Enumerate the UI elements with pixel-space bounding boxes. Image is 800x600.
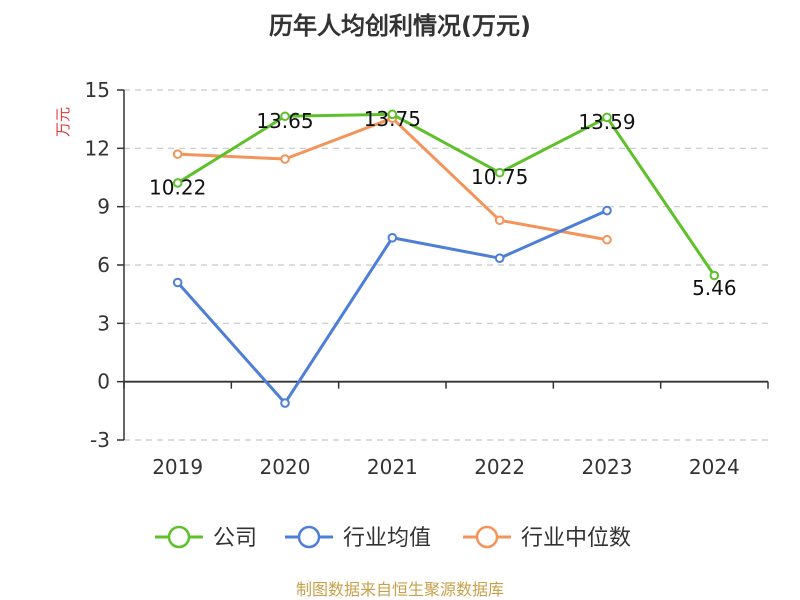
data-point xyxy=(494,215,505,226)
y-tick-label: 6 xyxy=(97,253,110,277)
data-label: 10.75 xyxy=(471,165,528,189)
x-tick-label: 2023 xyxy=(582,455,633,479)
data-point xyxy=(172,277,183,288)
data-label: 13.75 xyxy=(364,107,421,131)
data-point xyxy=(172,178,183,188)
legend-swatch-marker xyxy=(297,525,321,549)
data-point xyxy=(280,111,290,122)
data-label: 5.46 xyxy=(692,276,737,300)
y-tick-label: 0 xyxy=(97,370,110,394)
legend-label: 行业中位数 xyxy=(521,526,631,551)
series-line xyxy=(176,112,716,277)
data-label: 10.22 xyxy=(149,175,206,199)
series-line xyxy=(177,116,608,242)
y-axis-label: 万元 xyxy=(54,107,72,137)
y-tick-label: -3 xyxy=(90,428,110,452)
data-point xyxy=(709,270,720,281)
y-tick-label: 3 xyxy=(97,311,110,335)
data-label: 13.65 xyxy=(256,109,313,133)
data-labels: 10.22 13.65 13.75 10.75 13.59 5.46 xyxy=(149,107,737,300)
data-point xyxy=(494,253,505,263)
legend: 公司 行业均值 行业中位数 xyxy=(155,525,631,551)
y-tick-label: 15 xyxy=(85,78,110,102)
legend-swatch-marker xyxy=(167,525,191,549)
data-point xyxy=(280,154,290,164)
data-point xyxy=(172,149,183,159)
data-point xyxy=(494,167,505,178)
data-point xyxy=(387,232,398,243)
legend-swatch-marker xyxy=(475,525,499,549)
x-tick-label: 2021 xyxy=(367,455,418,479)
data-label: 13.59 xyxy=(578,110,635,134)
source-note: 制图数据来自恒生聚源数据库 xyxy=(296,580,504,599)
chart-title: 历年人均创利情况(万元) xyxy=(269,12,531,40)
axes: -3 0 3 6 9 12 15 2019 2020 2021 2022 2023 2024 xyxy=(85,78,769,479)
legend-label: 行业均值 xyxy=(343,526,431,551)
data-point xyxy=(602,112,612,123)
x-tick-label: 2022 xyxy=(474,455,525,479)
data-point xyxy=(280,398,290,408)
data-point xyxy=(602,205,612,216)
legend-label: 公司 xyxy=(213,526,257,551)
y-tick-label: 12 xyxy=(85,136,110,160)
x-tick-label: 2024 xyxy=(689,455,740,479)
series-lines xyxy=(172,109,720,408)
y-tick-label: 9 xyxy=(97,195,110,219)
data-point xyxy=(602,234,612,245)
data-point xyxy=(387,109,398,120)
x-tick-label: 2019 xyxy=(152,455,203,479)
x-tick-label: 2020 xyxy=(260,455,311,479)
